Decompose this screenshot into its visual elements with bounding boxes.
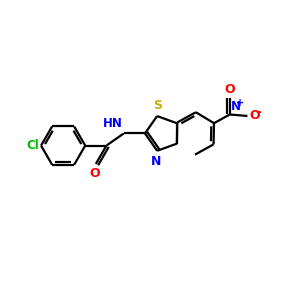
Text: N: N [231,100,241,113]
Text: N: N [151,155,161,168]
Text: O: O [249,110,260,122]
Text: Cl: Cl [26,139,39,152]
Text: S: S [153,99,162,112]
Text: +: + [236,98,244,108]
Text: O: O [224,83,235,96]
Text: O: O [89,167,100,181]
Text: HN: HN [103,117,123,130]
Text: -: - [256,105,261,119]
